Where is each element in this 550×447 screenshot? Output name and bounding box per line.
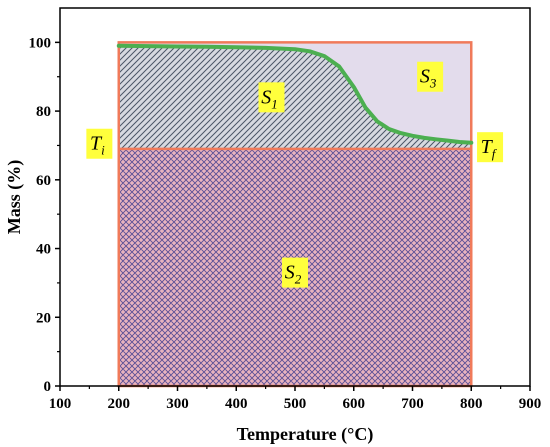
- region-s1: [118, 45, 472, 149]
- y-tick-label: 40: [36, 242, 51, 258]
- y-tick-label: 60: [36, 173, 51, 189]
- x-tick-label: 300: [166, 396, 189, 412]
- x-tick-label: 700: [401, 396, 424, 412]
- mass-curve: [116, 43, 474, 145]
- x-tick-label: 100: [49, 396, 72, 412]
- label-tf-bg: [477, 132, 504, 163]
- x-tick-label: 800: [460, 396, 483, 412]
- x-tick-label: 900: [519, 396, 542, 412]
- plot-area: 100 200 300 400 500 600 700 800 900 0 20 40 60 80 100 T…: [4, 7, 542, 445]
- y-tick-label: 80: [36, 104, 51, 120]
- x-tick-label: 500: [284, 396, 307, 412]
- y-axis-title: Mass (%): [4, 160, 25, 235]
- label-s2-bg: [282, 257, 308, 288]
- x-axis-title: Temperature (°C): [237, 424, 374, 445]
- x-tick-label: 200: [108, 396, 131, 412]
- x-tick-label: 400: [225, 396, 248, 412]
- y-tick-label: 0: [44, 379, 52, 395]
- label-ti-bg: [86, 128, 113, 159]
- label-s3-bg: [417, 61, 444, 92]
- y-tick-label: 20: [36, 310, 51, 326]
- label-s1-bg: [258, 82, 285, 113]
- x-tick-label: 600: [343, 396, 366, 412]
- y-tick-label: 100: [29, 35, 52, 51]
